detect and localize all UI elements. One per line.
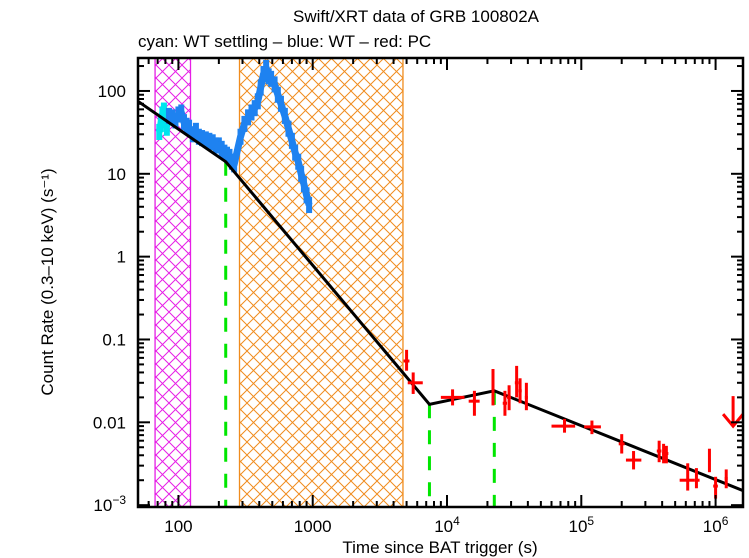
x-tick-label: 105 bbox=[568, 514, 594, 536]
upper-limits bbox=[721, 396, 745, 429]
pc-point bbox=[468, 390, 480, 416]
x-tick-label: 106 bbox=[703, 514, 729, 536]
x-tick-label: 100 bbox=[164, 517, 192, 536]
model-fit bbox=[138, 100, 743, 492]
pc-point bbox=[618, 434, 625, 454]
chart-title: Swift/XRT data of GRB 100802A bbox=[293, 7, 540, 26]
x-axis-label: Time since BAT trigger (s) bbox=[342, 538, 537, 557]
y-tick-labels: 100 10 1 0.1 0.01 10−3 bbox=[93, 82, 126, 515]
pc-point bbox=[502, 390, 508, 416]
pc-point bbox=[707, 448, 711, 473]
x-tick-label: 1000 bbox=[294, 517, 332, 536]
upper-limit-head bbox=[721, 413, 745, 429]
pc-point bbox=[694, 468, 700, 489]
y-axis-label: Count Rate (0.3–10 keV) (s⁻¹) bbox=[38, 168, 57, 395]
wt-series bbox=[165, 59, 313, 214]
excluded-regions bbox=[154, 57, 404, 508]
pc-point bbox=[625, 451, 642, 470]
model-line bbox=[138, 100, 743, 492]
y-tick-label: 1 bbox=[117, 248, 126, 267]
pc-point bbox=[491, 369, 495, 406]
pc-point bbox=[407, 372, 423, 394]
upper-limit-arrow bbox=[721, 396, 745, 429]
y-tick-label: 10−3 bbox=[93, 493, 126, 515]
pc-point bbox=[662, 443, 666, 464]
break-lines bbox=[224, 161, 496, 507]
pc-point bbox=[440, 389, 465, 406]
pc-point bbox=[664, 445, 669, 464]
pc-point bbox=[507, 385, 512, 411]
y-tick-label: 0.01 bbox=[93, 413, 126, 432]
pc-point bbox=[403, 349, 410, 371]
chart-subtitle: cyan: WT settling – blue: WT – red: PC bbox=[138, 32, 431, 51]
y-tick-label: 0.1 bbox=[102, 330, 126, 349]
pc-point bbox=[518, 378, 522, 404]
plot-frame bbox=[136, 56, 745, 509]
wt-point-band bbox=[167, 64, 313, 206]
pc-point bbox=[514, 365, 519, 398]
pc-point bbox=[584, 420, 601, 435]
excluded-region-orange bbox=[238, 57, 404, 508]
axis-ticks bbox=[137, 58, 743, 507]
x-tick-labels: 100 1000 104 105 106 bbox=[164, 514, 728, 536]
y-tick-label: 100 bbox=[98, 82, 126, 101]
pc-point bbox=[679, 463, 695, 491]
pc-series bbox=[403, 349, 728, 499]
pc-point bbox=[724, 469, 728, 489]
pc-point bbox=[713, 476, 718, 499]
pc-point bbox=[656, 440, 662, 463]
y-tick-label: 10 bbox=[107, 165, 126, 184]
pc-point bbox=[551, 418, 576, 433]
pc-point bbox=[524, 382, 528, 411]
x-tick-label: 104 bbox=[434, 514, 460, 536]
